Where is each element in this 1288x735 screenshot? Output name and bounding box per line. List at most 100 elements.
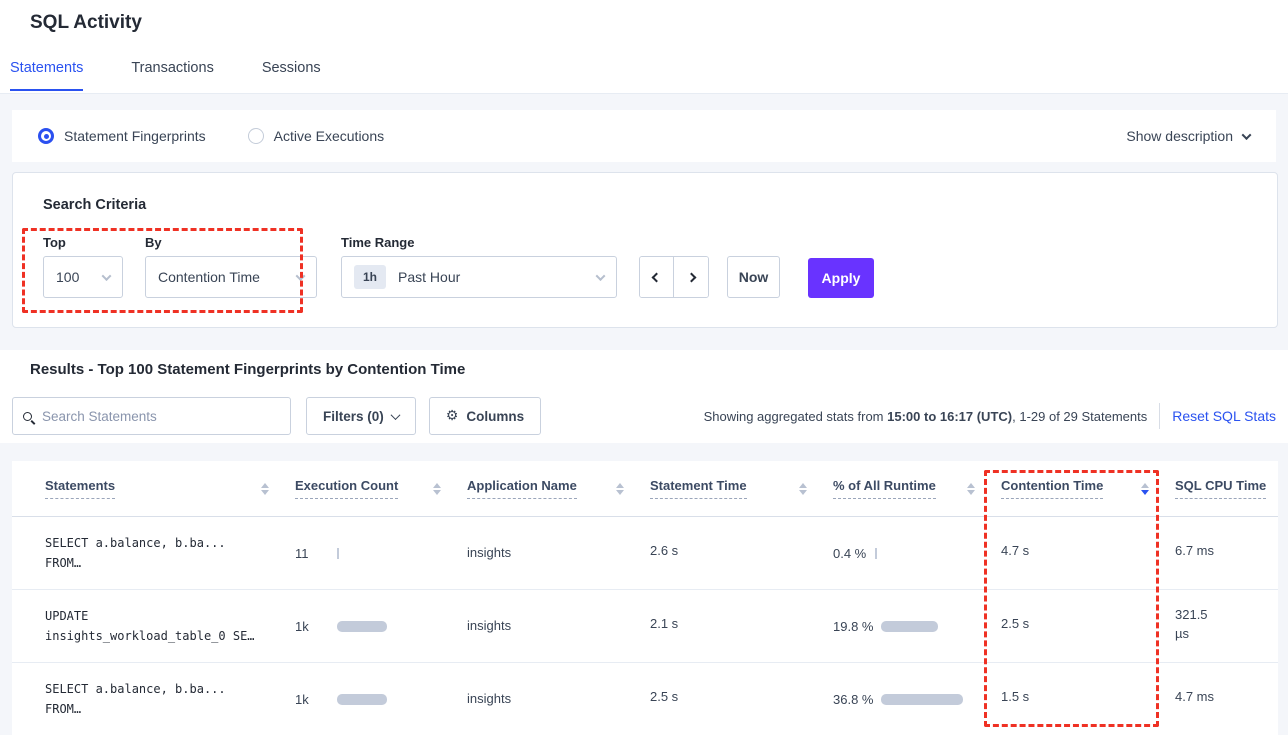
- filters-label: Filters (0): [323, 408, 384, 424]
- table-row[interactable]: SELECT a.balance, b.ba... FROM… 11 insights…: [12, 517, 1278, 590]
- cell-value: 11: [295, 545, 309, 561]
- statement-fingerprint-cell[interactable]: SELECT a.balance, b.ba... FROM…: [45, 533, 295, 573]
- statement-fingerprint-cell[interactable]: SELECT a.balance, b.ba... FROM…: [45, 679, 295, 719]
- chevron-down-icon: [295, 270, 306, 281]
- sort-icon[interactable]: [261, 482, 269, 495]
- chevron-down-icon: [101, 270, 112, 281]
- tab-sessions[interactable]: Sessions: [261, 60, 321, 76]
- cell-value: 6.7 ms: [1175, 543, 1215, 558]
- columns-button[interactable]: ⚙ Columns: [428, 397, 542, 435]
- application-name: insights: [467, 545, 512, 560]
- showing-stats-text: Showing aggregated stats from 15:00 to 1…: [703, 408, 1148, 424]
- statement-time-cell: 2.5 s: [650, 689, 833, 709]
- cell-bar: [337, 693, 437, 705]
- statement-fingerprint-cell[interactable]: UPDATE insights_workload_table_0 SE…: [45, 606, 295, 646]
- cell-value: 0.4 %: [833, 545, 867, 561]
- sort-icon[interactable]: [1141, 482, 1149, 495]
- now-button[interactable]: Now: [727, 256, 780, 298]
- search-icon: [23, 411, 32, 421]
- tab-transactions[interactable]: Transactions: [131, 60, 214, 76]
- cell-bar: [337, 547, 437, 559]
- page-title: SQL Activity: [30, 12, 142, 33]
- top-field: Top 100: [43, 235, 123, 298]
- radio-statement-fingerprints[interactable]: Statement Fingerprints: [38, 128, 206, 144]
- search-statements-input[interactable]: [42, 408, 280, 424]
- top-select[interactable]: 100: [43, 256, 123, 298]
- contention-time-cell: 2.5 s: [1001, 616, 1175, 636]
- tab-statements[interactable]: Statements: [10, 60, 84, 91]
- cell-value: 2.5 s: [650, 689, 679, 704]
- application-name-cell: insights: [467, 617, 650, 635]
- chevron-down-icon: [1241, 129, 1252, 140]
- time-range-field: Time Range 1h Past Hour: [341, 235, 617, 298]
- runtime-percent-cell: 0.4 %: [833, 546, 1001, 561]
- sort-icon[interactable]: [433, 482, 441, 495]
- cell-value: 2.1 s: [650, 616, 679, 631]
- column-header-label: Statements: [45, 478, 116, 499]
- column-header-label: Execution Count: [295, 478, 399, 499]
- statement-text: FROM…: [45, 702, 82, 716]
- gear-icon: ⚙: [445, 408, 459, 424]
- table-row[interactable]: UPDATE insights_workload_table_0 SE… 1k ins…: [12, 590, 1278, 663]
- sort-icon[interactable]: [616, 482, 624, 495]
- reset-sql-stats-link[interactable]: Reset SQL Stats: [1172, 408, 1276, 424]
- column-header-execution-count[interactable]: Execution Count: [295, 478, 467, 499]
- cell-bar: [875, 547, 971, 559]
- next-time-range-button[interactable]: [674, 257, 708, 297]
- cell-bar: [881, 693, 971, 705]
- statement-time-cell: 2.1 s: [650, 616, 833, 636]
- by-select[interactable]: Contention Time: [145, 256, 317, 298]
- statement-text: SELECT a.balance, b.ba...: [45, 536, 226, 550]
- cell-value: 4.7 s: [1001, 543, 1030, 558]
- cell-value: 1k: [295, 618, 309, 634]
- search-statements-box: [12, 397, 291, 435]
- previous-time-range-button[interactable]: [640, 257, 674, 297]
- cell-value: 19.8 %: [833, 618, 874, 634]
- application-name-cell: insights: [467, 690, 650, 708]
- search-criteria-controls: Top 100 By Contention Time Time Range 1h…: [43, 235, 874, 298]
- column-header-label: Application Name: [467, 478, 577, 499]
- cell-value: 36.8 %: [833, 691, 874, 707]
- column-header-label: Contention Time: [1001, 478, 1104, 499]
- results-heading: Results - Top 100 Statement Fingerprints…: [30, 361, 466, 378]
- radio-active-executions[interactable]: Active Executions: [247, 128, 384, 144]
- page-header: SQL Activity Statements Transactions Ses…: [0, 0, 1288, 94]
- column-header-sql-cpu-time[interactable]: SQL CPU Time: [1175, 478, 1278, 499]
- cell-value: 1k: [295, 691, 309, 707]
- execution-count-cell: 11: [295, 546, 467, 561]
- results-toolbar: Filters (0) ⚙ Columns Showing aggregated…: [12, 397, 1278, 435]
- cell-value: 321.5 µs: [1175, 606, 1208, 641]
- table-row[interactable]: SELECT a.balance, b.ba... FROM… 1k insights…: [12, 663, 1278, 735]
- columns-label: Columns: [466, 408, 525, 424]
- apply-button[interactable]: Apply: [808, 258, 874, 298]
- time-range-badge: 1h: [354, 265, 387, 289]
- show-description-toggle[interactable]: Show description: [1126, 128, 1252, 144]
- application-name: insights: [467, 618, 512, 633]
- contention-time-cell: 4.7 s: [1001, 543, 1175, 563]
- chevron-right-icon: [686, 272, 696, 282]
- radio-selected-icon: [38, 128, 54, 144]
- column-header-statements[interactable]: Statements: [45, 478, 295, 499]
- results-panel: Results - Top 100 Statement Fingerprints…: [0, 350, 1288, 443]
- sort-icon[interactable]: [799, 482, 807, 495]
- table-header-row: Statements Execution Count Application Nam…: [12, 461, 1278, 517]
- column-header-contention-time[interactable]: Contention Time: [1001, 478, 1175, 499]
- cell-bar: [337, 620, 437, 632]
- tab-bar: Statements Transactions Sessions: [10, 60, 321, 91]
- time-range-picker[interactable]: 1h Past Hour: [341, 256, 617, 298]
- time-range-step-buttons: [639, 256, 709, 298]
- cell-bar: [881, 620, 971, 632]
- contention-time-cell: 1.5 s: [1001, 689, 1175, 709]
- column-header-statement-time[interactable]: Statement Time: [650, 478, 833, 499]
- filters-button[interactable]: Filters (0): [306, 397, 416, 435]
- sql-cpu-time-cell: 321.5 µs: [1175, 605, 1278, 648]
- by-select-value: Contention Time: [158, 269, 260, 285]
- sort-icon[interactable]: [967, 482, 975, 495]
- radio-unselected-icon: [247, 128, 264, 144]
- column-header-label: SQL CPU Time: [1175, 478, 1267, 499]
- cell-value: 2.5 s: [1001, 616, 1030, 631]
- column-header-of-all-runtime[interactable]: % of All Runtime: [833, 478, 1001, 499]
- cell-value: 1.5 s: [1001, 689, 1030, 704]
- column-header-application-name[interactable]: Application Name: [467, 478, 650, 499]
- table-body: SELECT a.balance, b.ba... FROM… 11 insights…: [12, 517, 1278, 735]
